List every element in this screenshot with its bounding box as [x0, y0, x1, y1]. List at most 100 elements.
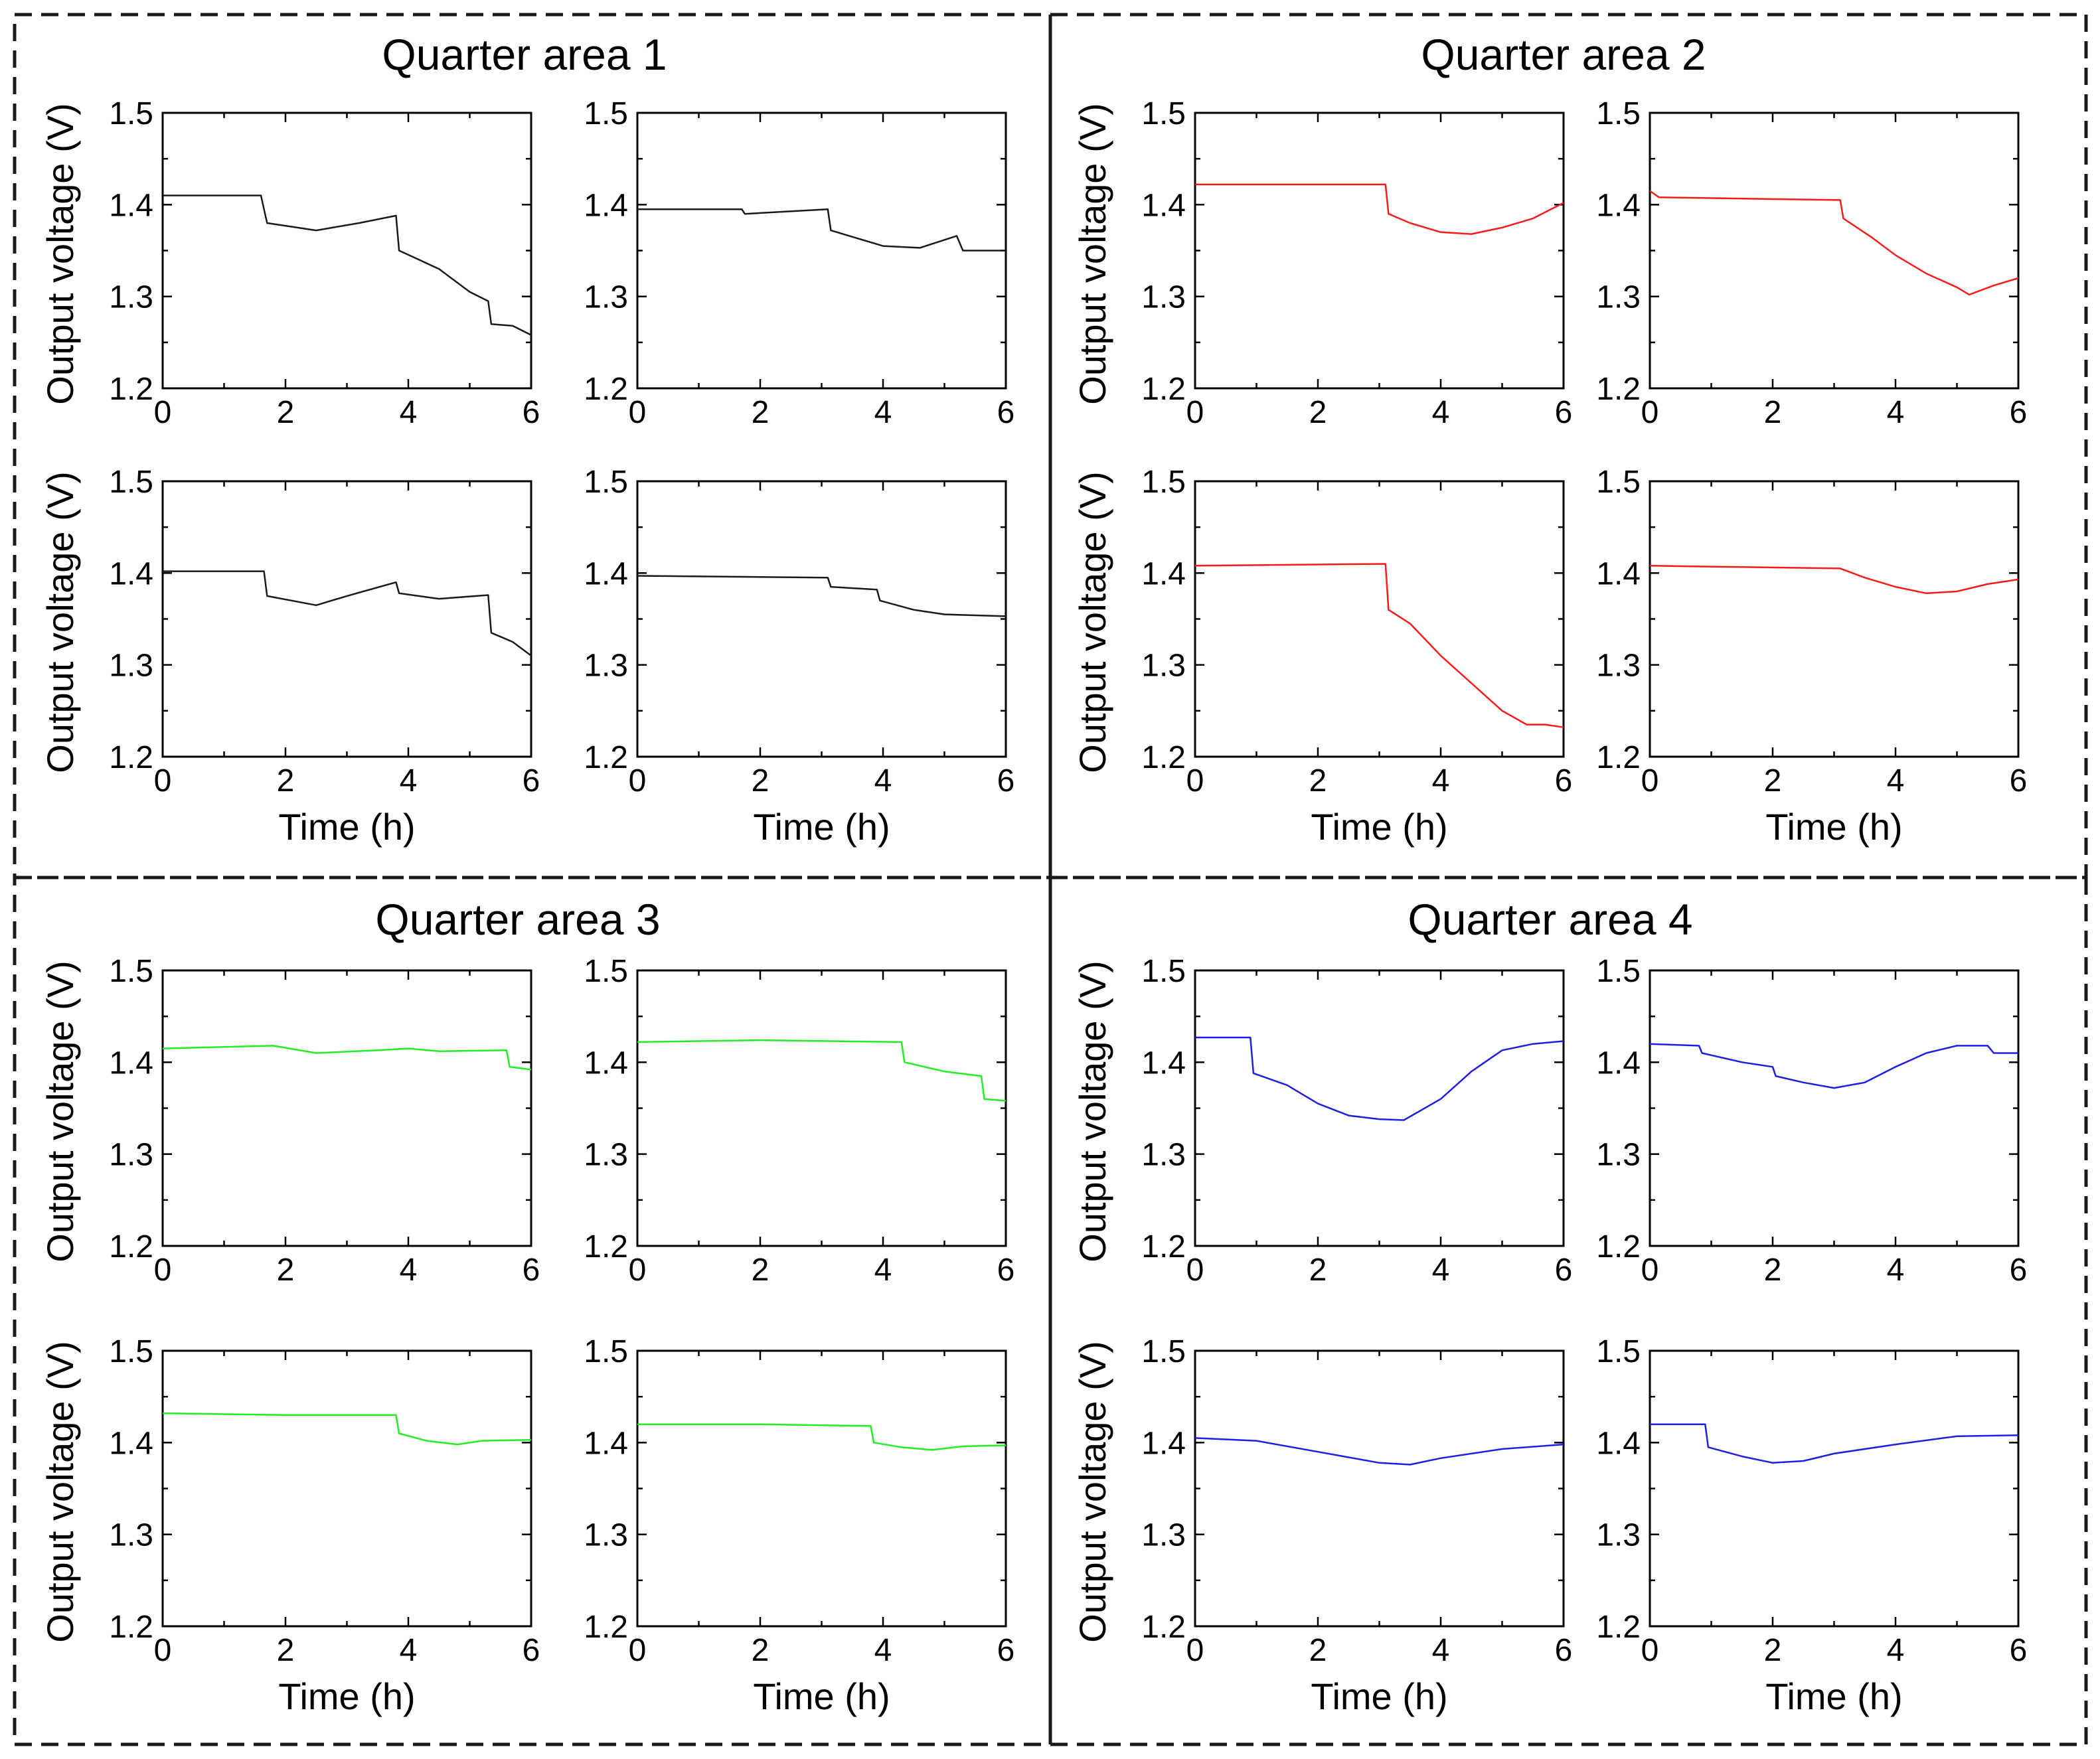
plot-area	[636, 1349, 1007, 1628]
y-tick-label: 1.4	[584, 556, 628, 591]
x-tick-label: 2	[752, 395, 769, 430]
y-tick-label: 1.4	[584, 1045, 628, 1081]
y-tick-label: 1.2	[1596, 1229, 1641, 1264]
x-axis-title: Time (h)	[1765, 806, 1902, 848]
axis-ticks	[1194, 969, 1565, 1247]
y-tick-label: 1.2	[1141, 740, 1186, 775]
y-tick-label: 1.3	[1141, 1138, 1186, 1173]
y-tick-label: 1.4	[1596, 188, 1641, 223]
x-tick-label: 4	[400, 763, 418, 799]
axis-ticks	[1649, 480, 2020, 758]
x-tick-label: 6	[2010, 763, 2028, 799]
y-tick-label: 1.4	[1596, 1426, 1641, 1461]
x-tick-label: 2	[1764, 1633, 1782, 1668]
series-line	[1195, 1036, 1564, 1121]
panel-14: 0 2 4 6 1.2 1.3 1.4 1.5	[1596, 954, 2027, 1288]
panel-13: 0 2 4 6 1.2 1.3 1.4 1.5 Output voltage (V)	[1072, 954, 1572, 1288]
panel-11: 0 2 4 6 1.2 1.3 1.4 1.5 Time (h) Output voltage (…	[39, 1334, 540, 1717]
y-tick-label: 1.5	[584, 1334, 628, 1369]
x-tick-label: 6	[2010, 1253, 2028, 1288]
x-tick-label: 4	[874, 1253, 892, 1288]
y-tick-label: 1.4	[584, 1426, 628, 1461]
x-tick-label: 2	[277, 1253, 295, 1288]
x-tick-label: 4	[400, 395, 418, 430]
x-axis-title: Time (h)	[753, 806, 890, 848]
y-tick-label: 1.2	[584, 1229, 628, 1264]
axis-ticks	[161, 1349, 532, 1628]
x-tick-label: 2	[1309, 763, 1327, 799]
x-tick-label: 6	[523, 763, 540, 799]
x-tick-label: 4	[874, 1633, 892, 1668]
x-tick-label: 4	[400, 1633, 418, 1668]
y-tick-label: 1.4	[1596, 1045, 1641, 1081]
axis-ticks	[636, 480, 1007, 758]
y-axis-title: Output voltage (V)	[1072, 471, 1113, 773]
y-tick-label: 1.3	[584, 1518, 628, 1553]
x-tick-label: 4	[1432, 1253, 1450, 1288]
x-tick-label: 6	[997, 1633, 1015, 1668]
series-line	[1649, 1043, 2018, 1089]
x-tick-label: 6	[1555, 763, 1573, 799]
plot-area	[636, 112, 1007, 390]
panel-3: 0 2 4 6 1.2 1.3 1.4 1.5 Time (h) Output voltage (…	[39, 465, 540, 848]
x-tick-label: 6	[1555, 1633, 1573, 1668]
panels: 0 2 4 6 1.2 1.3 1.4 1.5 Output voltage (V) 0 2 4 6 1.…	[39, 96, 2027, 1717]
panel-5: 0 2 4 6 1.2 1.3 1.4 1.5 Output voltage (V)	[1072, 96, 1572, 430]
x-tick-label: 2	[752, 763, 769, 799]
x-tick-label: 0	[154, 395, 172, 430]
x-tick-label: 4	[1887, 395, 1905, 430]
x-tick-label: 6	[2010, 395, 2028, 430]
x-tick-label: 6	[523, 1633, 540, 1668]
x-axis-title: Time (h)	[1311, 806, 1447, 848]
y-tick-label: 1.3	[1141, 280, 1186, 315]
y-tick-label: 1.2	[109, 740, 153, 775]
axis-ticks	[1649, 1349, 2020, 1628]
axis-ticks	[636, 969, 1007, 1247]
axis-ticks	[636, 112, 1007, 390]
x-tick-label: 4	[874, 763, 892, 799]
quarter-frames	[13, 13, 2088, 1746]
panel-12: 0 2 4 6 1.2 1.3 1.4 1.5 Time (h)	[584, 1334, 1014, 1717]
series-line	[1649, 565, 2019, 595]
y-tick-label: 1.3	[109, 1518, 153, 1553]
x-tick-label: 0	[629, 763, 647, 799]
y-tick-label: 1.2	[1141, 372, 1186, 407]
y-tick-label: 1.5	[584, 465, 628, 500]
series-line	[1649, 190, 2019, 296]
y-tick-label: 1.5	[1596, 465, 1641, 500]
axis-ticks	[1194, 1349, 1565, 1628]
series-line	[162, 1412, 532, 1446]
x-tick-label: 0	[1641, 1253, 1659, 1288]
x-tick-label: 4	[1432, 395, 1450, 430]
y-tick-label: 1.3	[1596, 1138, 1641, 1173]
x-tick-label: 2	[1764, 1253, 1782, 1288]
panel-7: 0 2 4 6 1.2 1.3 1.4 1.5 Time (h) Output voltage (…	[1072, 465, 1572, 848]
y-tick-label: 1.2	[1141, 1610, 1186, 1645]
panel-9: 0 2 4 6 1.2 1.3 1.4 1.5 Output voltage (V)	[39, 954, 540, 1288]
axis-ticks	[161, 112, 532, 390]
panel-1: 0 2 4 6 1.2 1.3 1.4 1.5 Output voltage (V)	[39, 96, 540, 430]
x-axis-title: Time (h)	[278, 806, 415, 848]
y-tick-label: 1.5	[1141, 1334, 1186, 1369]
plot-area	[1649, 969, 2020, 1247]
plot-area	[1649, 1349, 2020, 1628]
y-tick-label: 1.2	[1141, 1229, 1186, 1264]
series-line	[1195, 183, 1564, 235]
y-tick-label: 1.5	[1596, 96, 1641, 131]
y-tick-label: 1.3	[1141, 649, 1186, 684]
panel-8: 0 2 4 6 1.2 1.3 1.4 1.5 Time (h)	[1596, 465, 2027, 848]
y-tick-label: 1.3	[1596, 1518, 1641, 1553]
y-tick-label: 1.5	[584, 96, 628, 131]
series-line	[637, 1039, 1007, 1102]
x-tick-label: 0	[154, 1633, 172, 1668]
quarter-frame-3	[13, 876, 1052, 1746]
x-tick-label: 0	[1186, 763, 1204, 799]
x-axis-title: Time (h)	[1311, 1675, 1447, 1717]
x-tick-label: 4	[874, 395, 892, 430]
y-tick-label: 1.4	[1141, 1426, 1186, 1461]
panel-10: 0 2 4 6 1.2 1.3 1.4 1.5	[584, 954, 1014, 1288]
y-tick-label: 1.3	[109, 649, 153, 684]
x-tick-label: 2	[752, 1633, 769, 1668]
axis-ticks	[161, 480, 532, 758]
x-tick-label: 0	[1186, 395, 1204, 430]
